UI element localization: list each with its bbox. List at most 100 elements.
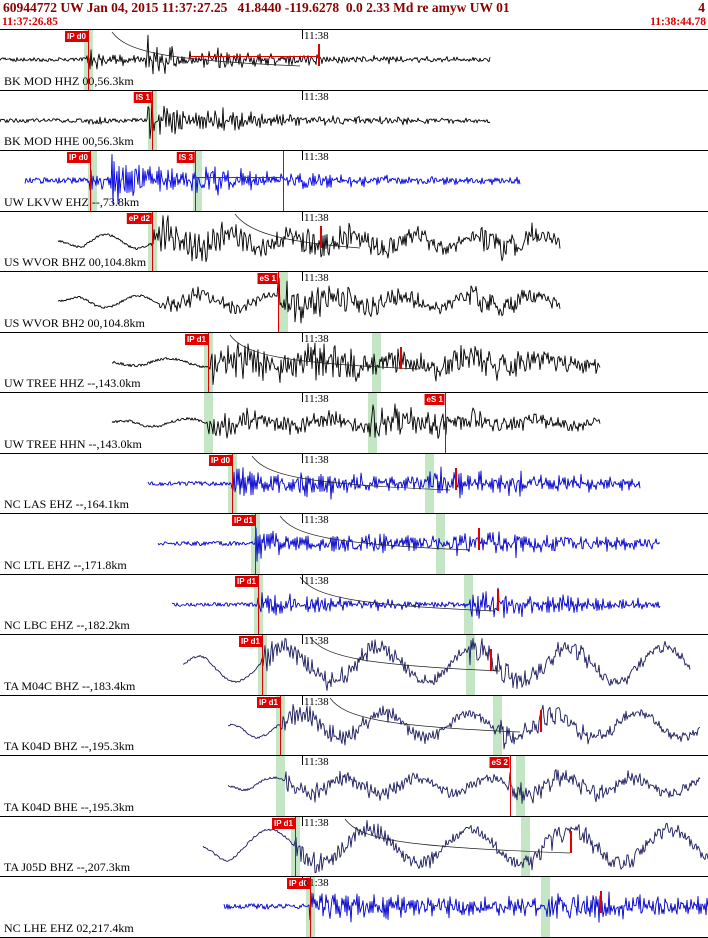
trace-panel[interactable]: 11:38 eS 1 US WVOR BH2 00,104.8km xyxy=(0,272,708,333)
pick-window-band xyxy=(466,635,475,695)
minute-tick xyxy=(302,695,303,705)
minute-tick xyxy=(302,453,303,463)
phase-pick-line[interactable] xyxy=(195,151,196,211)
pick-flag[interactable]: IP d0 xyxy=(65,31,88,42)
station-label: US WVOR BHZ 00,104.8km xyxy=(4,255,147,270)
pick-flag[interactable]: IP d0 xyxy=(287,878,310,890)
amplitude-tick[interactable] xyxy=(318,44,320,66)
phase-pick-line[interactable] xyxy=(278,272,279,332)
amplitude-tick[interactable] xyxy=(540,709,542,732)
pick-flag[interactable]: eP d2 xyxy=(126,212,152,224)
station-label: NC LAS EHZ --,164.1km xyxy=(4,497,129,512)
trace-panel[interactable]: 11:38 IS 1 BK MOD HHE 00,56.3km xyxy=(0,90,708,152)
minute-label: 11:38 xyxy=(304,272,329,285)
pick-flag[interactable]: IP d1 xyxy=(232,515,255,527)
minute-tick xyxy=(302,393,303,403)
decay-curve xyxy=(234,213,361,248)
pick-flag[interactable]: eS 1 xyxy=(257,273,278,285)
decay-curve xyxy=(344,818,571,854)
minute-label: 11:38 xyxy=(304,756,329,769)
pick-window-band xyxy=(436,514,445,574)
trace-panel[interactable]: 11:38 IP d1 TA K04D BHZ --,195.3km xyxy=(0,695,708,757)
trace-panel[interactable]: 11:38 IP d1 NC LTL EHZ --,171.8km xyxy=(0,514,708,575)
pick-flag[interactable]: IP d1 xyxy=(235,575,258,587)
pick-flag[interactable]: IP d1 xyxy=(239,636,262,648)
pick-flag[interactable]: IS 3 xyxy=(176,152,195,164)
phase-pick-line[interactable] xyxy=(208,332,209,393)
amplitude-measure-line xyxy=(195,177,283,179)
phase-pick-line[interactable] xyxy=(255,514,256,574)
trace-panel[interactable]: 11:38 IP d1 TA J05D BHZ --,207.3km xyxy=(0,816,708,878)
event-header: 60944772 UW Jan 04, 2015 11:37:27.25 41.… xyxy=(0,0,708,16)
phase-pick-line[interactable] xyxy=(152,90,153,151)
pick-flag[interactable]: IP d1 xyxy=(257,696,280,708)
amplitude-tick[interactable] xyxy=(478,528,480,551)
decay-curve xyxy=(329,697,521,733)
amplitude-tick[interactable] xyxy=(490,649,492,672)
pick-window-band xyxy=(541,877,550,937)
waveform xyxy=(157,515,661,562)
amplitude-tick[interactable] xyxy=(497,588,499,611)
phase-pick-line[interactable] xyxy=(258,574,259,635)
time-window-bar: 11:37:26.85 11:38:44.78 xyxy=(0,16,708,29)
pick-window-band xyxy=(521,816,530,877)
waveform xyxy=(0,31,491,75)
minute-tick xyxy=(302,272,303,282)
decay-curve xyxy=(111,31,301,67)
window-end-time: 11:38:44.78 xyxy=(650,16,706,28)
pick-flag[interactable]: eS 2 xyxy=(489,757,510,769)
trace-panel[interactable]: 11:38 IP d1 UW TREE HHZ --,143.0km xyxy=(0,332,708,394)
trace-panel[interactable]: 11:38 IP d0 BK MOD HHZ 00,56.3km xyxy=(0,30,708,91)
phase-pick-line[interactable] xyxy=(262,635,263,695)
trace-panel[interactable]: 11:38 eP d2 US WVOR BHZ 00,104.8km xyxy=(0,211,708,273)
station-label: TA K04D BHZ --,195.3km xyxy=(4,739,135,754)
waveform xyxy=(111,334,601,385)
phase-pick-line[interactable] xyxy=(280,695,281,756)
minute-tick xyxy=(302,332,303,342)
pick-flag[interactable]: IP d0 xyxy=(209,454,232,466)
amplitude-tick[interactable] xyxy=(320,225,322,248)
station-label: UW LKVW EHZ --,73.8km xyxy=(4,194,140,209)
minute-tick xyxy=(302,756,303,766)
phase-pick-line[interactable] xyxy=(445,393,446,453)
trace-panel[interactable]: 11:38 IP d0 IS 3 UW LKVW EHZ --,73.8km xyxy=(0,151,708,212)
station-label: US WVOR BH2 00,104.8km xyxy=(4,315,145,330)
minute-label: 11:38 xyxy=(304,151,329,164)
phase-pick-line[interactable] xyxy=(310,877,311,937)
pick-window-band xyxy=(493,695,502,756)
pick-flag[interactable]: IS 1 xyxy=(133,91,152,103)
trace-panel[interactable]: 11:38 eS 2 TA K04D BHE --,195.3km xyxy=(0,756,708,817)
minute-label: 11:38 xyxy=(304,816,329,829)
pick-flag[interactable]: IP d1 xyxy=(185,333,208,345)
waveform xyxy=(171,576,661,619)
phase-pick-line[interactable] xyxy=(232,453,233,514)
trace-panel[interactable]: 11:38 IP d1 NC LBC EHZ --,182.2km xyxy=(0,574,708,636)
amplitude-tick[interactable] xyxy=(455,467,457,490)
event-summary: 60944772 UW Jan 04, 2015 11:37:27.25 41.… xyxy=(3,0,510,15)
station-label: TA M04C BHZ --,183.4km xyxy=(4,678,136,693)
waveform xyxy=(24,154,521,205)
pick-flag[interactable]: IP d0 xyxy=(67,152,90,164)
phase-pick-line[interactable] xyxy=(510,756,511,816)
minute-label: 11:38 xyxy=(304,453,329,466)
phase-pick-line[interactable] xyxy=(88,30,89,90)
amplitude-tick[interactable] xyxy=(600,891,602,914)
station-label: NC LBC EHZ --,182.2km xyxy=(4,618,130,633)
waveform xyxy=(0,99,491,139)
phase-pick-line[interactable] xyxy=(295,816,296,877)
waveform xyxy=(182,636,691,692)
minute-tick xyxy=(302,90,303,100)
station-label: NC LHE EHZ 02,217.4km xyxy=(4,920,134,935)
trace-panel[interactable]: 11:38 IP d1 TA M04C BHZ --,183.4km xyxy=(0,635,708,696)
trace-panel[interactable]: 11:38 IP d0 NC LHE EHZ 02,217.4km xyxy=(0,877,708,938)
pick-flag[interactable]: IP d1 xyxy=(272,817,295,829)
amplitude-tick[interactable] xyxy=(400,346,402,369)
trace-panel[interactable]: 11:38 eS 1 UW TREE HHN --,143.0km xyxy=(0,393,708,454)
trace-panel[interactable]: 11:38 IP d0 NC LAS EHZ --,164.1km xyxy=(0,453,708,515)
phase-pick-line[interactable] xyxy=(283,151,284,211)
phase-pick-line[interactable] xyxy=(152,211,153,272)
waveform xyxy=(202,818,708,873)
phase-pick-line[interactable] xyxy=(90,151,91,211)
pick-flag[interactable]: eS 1 xyxy=(424,394,445,406)
amplitude-tick[interactable] xyxy=(570,830,572,853)
